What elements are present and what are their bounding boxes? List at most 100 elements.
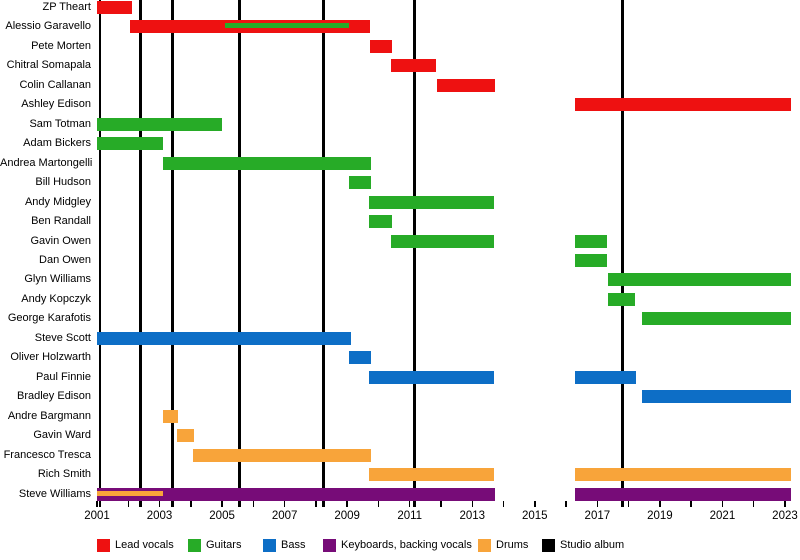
member-name-label: Alessio Garavello [5, 20, 91, 33]
year-tick [784, 501, 786, 507]
tenure-bar [607, 292, 635, 306]
year-label: 2003 [146, 510, 173, 522]
year-tick [221, 501, 223, 507]
member-name-label: Steve Williams [18, 487, 91, 500]
left-axis-line [98, 0, 101, 507]
member-name-label: Gavin Ward [33, 429, 91, 442]
year-tick [534, 501, 536, 507]
member-name-label: Andy Kopczyk [21, 292, 91, 305]
tenure-bar [162, 409, 178, 423]
member-name-label: Andrea Martongelli [0, 156, 93, 169]
member-name-label: Paul Finnie [35, 370, 91, 383]
legend-label: Studio album [560, 539, 625, 551]
member-name-label: Gavin Owen [30, 234, 91, 247]
album-line [138, 0, 142, 507]
legend-swatch-bass [263, 539, 276, 552]
year-tick [627, 501, 630, 507]
year-tick [659, 501, 661, 507]
year-tick [690, 501, 692, 507]
year-tick [471, 501, 473, 507]
legend-label: Lead vocals [115, 539, 174, 551]
legend-swatch-guitars [188, 539, 201, 552]
legend-swatch-lead_vocals [97, 539, 110, 552]
year-tick [440, 501, 442, 507]
year-label: 2019 [647, 510, 673, 522]
legend-label: Guitars [206, 539, 242, 551]
tenure-bar [369, 370, 495, 384]
year-tick [190, 501, 192, 507]
member-name-label: Steve Scott [34, 331, 91, 344]
year-tick [565, 501, 567, 507]
tenure-bar [349, 351, 371, 365]
album-line [238, 0, 242, 507]
member-name-label: George Karafotis [7, 312, 91, 325]
legend-label: Keyboards, backing vocals [341, 539, 472, 551]
tenure-bar [575, 370, 637, 384]
year-label: 2013 [459, 510, 486, 522]
member-name-label: Bradley Edison [17, 390, 91, 403]
member-name-label: Chitral Somapala [6, 59, 91, 72]
tenure-bar [575, 234, 608, 248]
member-name-label: Francesco Tresca [3, 448, 91, 461]
year-label: 2009 [334, 510, 360, 522]
year-label: 2021 [709, 510, 736, 522]
year-label: 2007 [271, 510, 298, 522]
member-name-label: Bill Hudson [35, 176, 91, 189]
legend-swatch-keyboards [323, 539, 336, 552]
tenure-bar [575, 487, 792, 501]
year-tick [596, 501, 599, 507]
role-stripe [97, 490, 163, 496]
album-line [321, 0, 325, 507]
year-tick [283, 501, 286, 507]
tenure-bar [349, 176, 371, 190]
tenure-bar [97, 331, 351, 345]
tenure-bar [436, 78, 496, 92]
year-tick [158, 501, 161, 507]
legend-label: Drums [496, 539, 529, 551]
year-tick [752, 501, 755, 507]
legend-swatch-studio_album [542, 539, 555, 552]
legend-label: Bass [281, 539, 306, 551]
year-tick [377, 501, 380, 507]
tenure-bar [369, 195, 495, 209]
tenure-bar [370, 39, 392, 53]
tenure-bar [162, 156, 371, 170]
tenure-bar [177, 429, 194, 443]
tenure-bar [642, 312, 792, 326]
year-tick [96, 501, 98, 507]
year-label: 2005 [209, 510, 235, 522]
tenure-bar [575, 468, 792, 482]
year-tick [315, 501, 317, 507]
member-name-label: Rich Smith [37, 468, 91, 481]
tenure-bar [369, 215, 392, 229]
member-name-label: Andre Bargmann [7, 409, 91, 422]
year-tick [408, 501, 411, 507]
tenure-bar [369, 468, 495, 482]
member-name-label: Andy Midgley [24, 195, 91, 208]
legend-swatch-drums [478, 539, 491, 552]
legend: Lead vocals Guitars Bass Keyboards, backing… [0, 538, 800, 558]
year-tick [252, 501, 255, 507]
year-label: 2015 [522, 510, 548, 522]
album-line [412, 0, 416, 507]
year-tick [127, 501, 130, 507]
tenure-bar [97, 487, 496, 501]
role-stripe [224, 23, 350, 29]
member-name-label: Glyn Williams [24, 273, 91, 286]
member-name-label: Sam Totman [29, 117, 91, 130]
member-name-label: Pete Morten [31, 39, 91, 52]
tenure-bar [193, 448, 371, 462]
year-label: 2001 [84, 510, 110, 522]
year-label: 2023 [772, 510, 798, 522]
tenure-bar [97, 117, 223, 131]
member-name-label: Adam Bickers [23, 137, 91, 150]
member-name-label: Ben Randall [31, 215, 91, 228]
tenure-bar [575, 98, 792, 112]
timeline-plot: ZP Theart Alessio Garavello Pete Morten Chi… [0, 0, 798, 522]
album-line [171, 0, 175, 507]
year-tick [502, 501, 505, 507]
year-label: 2011 [397, 510, 423, 522]
year-label: 2017 [584, 510, 611, 522]
member-name-label: Colin Callanan [19, 78, 91, 91]
tenure-bar [390, 59, 436, 73]
